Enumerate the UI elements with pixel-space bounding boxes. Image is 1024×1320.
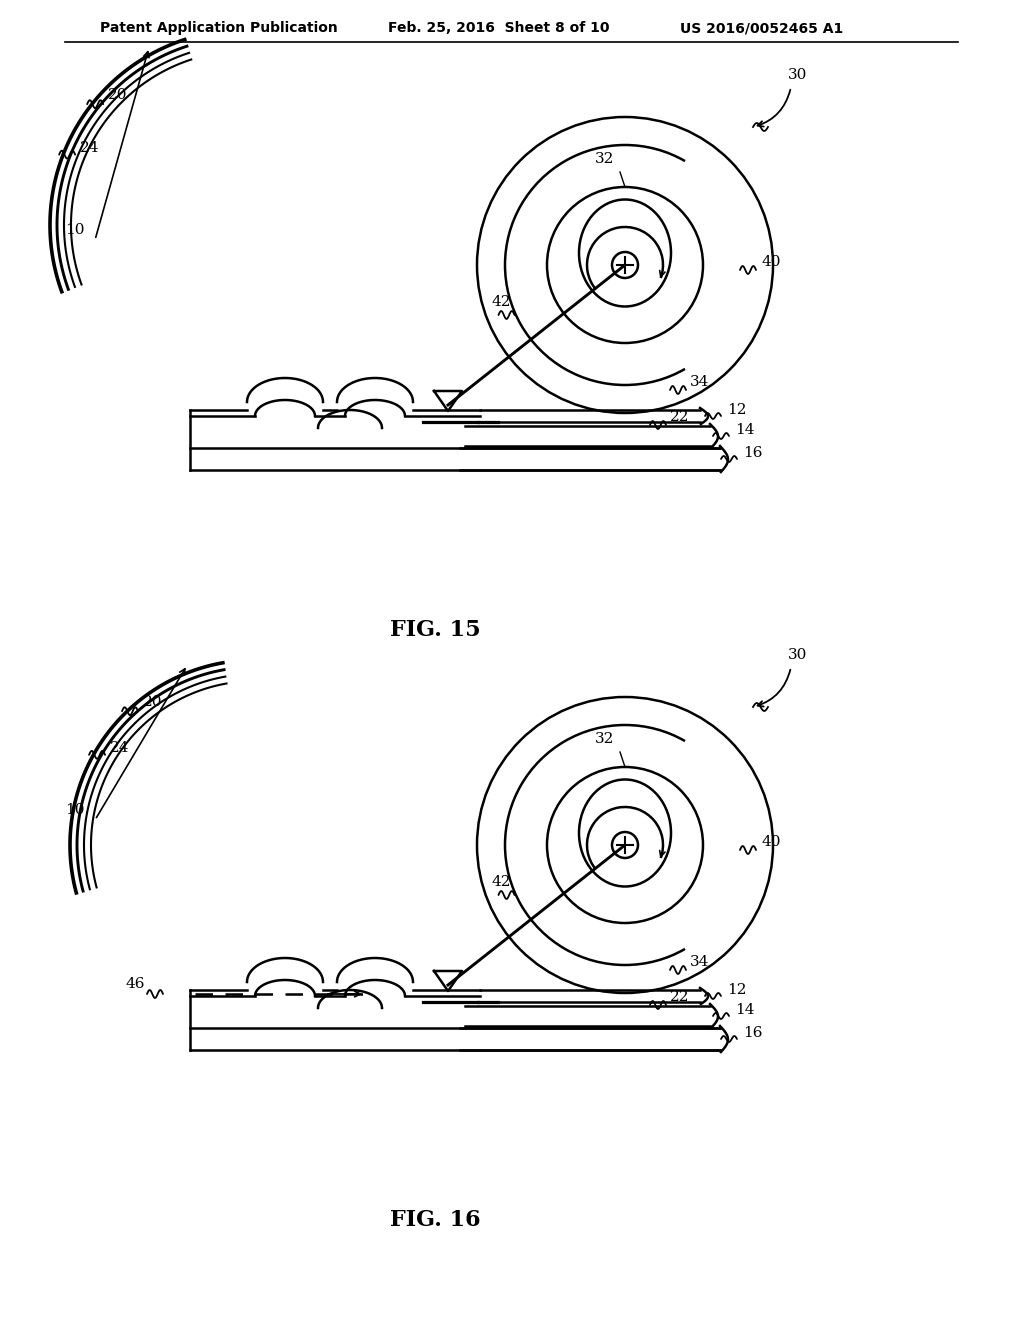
- Text: US 2016/0052465 A1: US 2016/0052465 A1: [680, 21, 843, 36]
- Text: 32: 32: [595, 152, 614, 166]
- Text: 42: 42: [492, 294, 511, 309]
- Text: 10: 10: [66, 803, 85, 817]
- Text: 34: 34: [690, 375, 710, 389]
- Text: Patent Application Publication: Patent Application Publication: [100, 21, 338, 36]
- Text: 16: 16: [743, 446, 763, 459]
- Text: 30: 30: [788, 648, 808, 663]
- Text: 24: 24: [110, 741, 130, 755]
- Text: 14: 14: [735, 1003, 755, 1016]
- Text: 20: 20: [109, 88, 128, 102]
- Text: 40: 40: [762, 255, 781, 269]
- Text: 14: 14: [735, 422, 755, 437]
- Text: 10: 10: [66, 223, 85, 238]
- Text: 22: 22: [670, 411, 689, 424]
- Text: 34: 34: [690, 954, 710, 969]
- Text: 24: 24: [80, 141, 99, 154]
- Text: Feb. 25, 2016  Sheet 8 of 10: Feb. 25, 2016 Sheet 8 of 10: [388, 21, 609, 36]
- Text: 12: 12: [727, 983, 746, 997]
- Text: 22: 22: [670, 990, 689, 1005]
- Text: 42: 42: [492, 875, 511, 888]
- Text: 12: 12: [727, 403, 746, 417]
- Text: FIG. 15: FIG. 15: [390, 619, 480, 642]
- Text: 46: 46: [125, 977, 144, 991]
- Text: 32: 32: [595, 733, 614, 746]
- Text: FIG. 16: FIG. 16: [390, 1209, 480, 1232]
- Text: 16: 16: [743, 1026, 763, 1040]
- Text: 20: 20: [143, 696, 163, 709]
- Text: 40: 40: [762, 836, 781, 849]
- Text: 30: 30: [788, 69, 808, 82]
